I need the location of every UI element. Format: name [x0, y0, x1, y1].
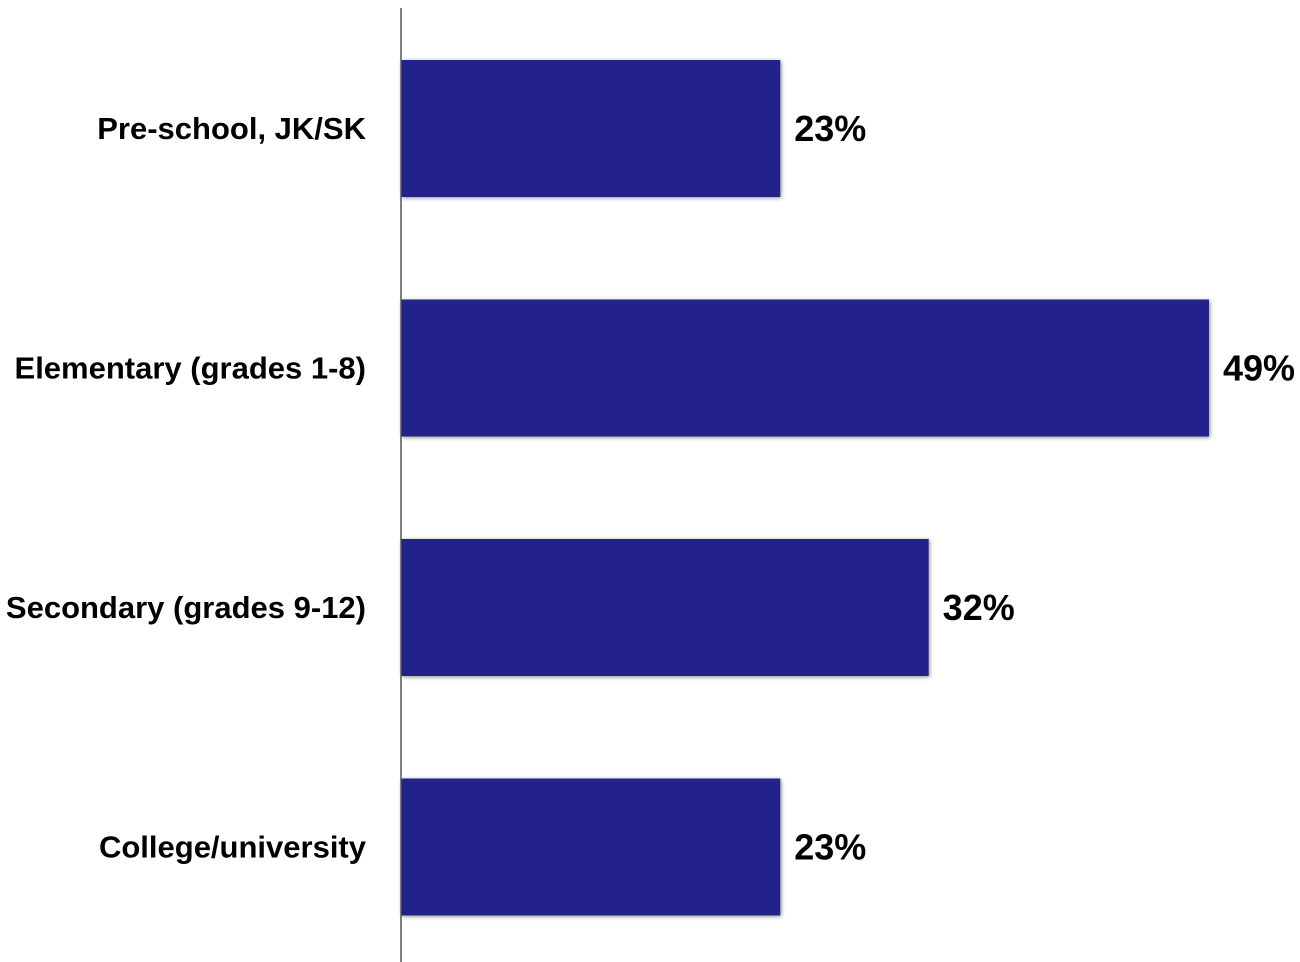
- value-label-1: 49%: [1223, 348, 1295, 389]
- labels-layer: Pre-school, JK/SK 23% Elementary (grades 1…: [6, 108, 1295, 868]
- category-label-2: Secondary (grades 9-12): [6, 590, 366, 625]
- bar-3: [401, 778, 781, 916]
- bar-0: [401, 60, 781, 197]
- category-label-3: College/university: [99, 830, 367, 865]
- bar-1: [401, 299, 1209, 437]
- value-label-0: 23%: [794, 108, 866, 149]
- category-label-0: Pre-school, JK/SK: [97, 111, 366, 146]
- bar-2: [401, 539, 929, 676]
- value-label-3: 23%: [794, 827, 866, 868]
- category-label-1: Elementary (grades 1-8): [15, 351, 366, 386]
- value-label-2: 32%: [943, 587, 1015, 628]
- bars-layer: [401, 60, 1209, 916]
